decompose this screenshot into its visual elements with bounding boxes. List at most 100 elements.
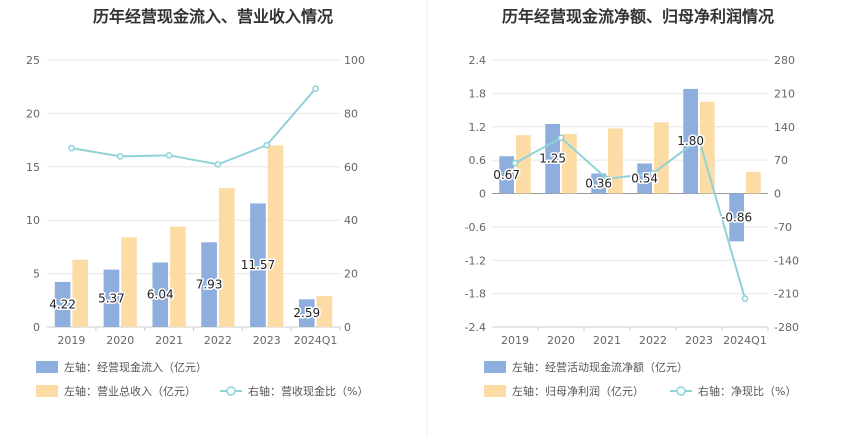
bar-series-2 <box>218 188 235 327</box>
bar-series-2 <box>700 101 715 194</box>
bar-data-label: 2.59 <box>293 306 320 320</box>
right-axis-tick-label: 60 <box>344 161 358 174</box>
legend-label: 左轴：归母净利润（亿元） <box>512 384 644 398</box>
right-axis-tick-label: -210 <box>774 288 799 301</box>
right-axis-tick-label: -70 <box>774 221 792 234</box>
bar-series-2 <box>72 259 89 327</box>
bar-data-label: 6.04 <box>147 288 174 302</box>
bar-series-2 <box>267 145 284 327</box>
right-axis-tick-label: 140 <box>774 121 795 134</box>
chart-title: 历年经营现金流入、营业收入情况 <box>93 7 333 26</box>
bar-series-1 <box>637 163 652 194</box>
right-axis-tick-label: 70 <box>774 154 788 167</box>
line-point <box>263 141 271 149</box>
chart-2: 历年经营现金流净额、归母净利润情况 -2.4 -1.8 -1.2 -0.6 0 0.6 1.2… <box>465 7 799 398</box>
left-axis-tick-label: -1.2 <box>465 254 486 267</box>
left-axis-tick-label: 2.4 <box>469 54 487 67</box>
chart-1: 历年经营现金流入、营业收入情况 0 5 10 15 20 25 0 20 40 60 80 100 201… <box>26 7 368 398</box>
legend-label: 右轴：净现比（%） <box>698 384 796 398</box>
bar-series-1 <box>499 156 514 194</box>
line-point <box>649 170 657 177</box>
left-axis-tick-label: 15 <box>26 161 40 174</box>
left-axis-tick-label: 0 <box>33 321 40 334</box>
bar-series-2 <box>516 135 531 194</box>
legend-swatch <box>484 385 506 397</box>
legend-item[interactable]: 左轴：经营活动现金流净额（亿元） <box>484 360 688 374</box>
x-axis-tick-label: 2022 <box>639 334 667 347</box>
line-point <box>116 153 124 160</box>
bar-series-1 <box>54 281 71 327</box>
bar-data-label: -0.86 <box>721 210 752 224</box>
legend-swatch <box>36 385 58 397</box>
left-axis-tick-label: 25 <box>26 54 40 67</box>
bar-series-2 <box>121 237 137 327</box>
right-axis-tick-label: 20 <box>344 268 358 281</box>
line-point <box>312 85 319 92</box>
bar-data-label: 7.93 <box>196 278 223 292</box>
line-point <box>695 135 703 143</box>
x-axis-tick-label: 2021 <box>155 334 183 347</box>
x-axis-tick-label: 2019 <box>501 334 529 347</box>
x-axis-tick-label: 2024Q1 <box>723 334 767 347</box>
bar-data-label: 11.57 <box>241 258 275 272</box>
left-axis-tick-label: 1.2 <box>469 121 487 134</box>
left-axis-tick-label: 20 <box>26 107 40 120</box>
bar-data-label: 1.25 <box>539 152 566 166</box>
right-axis-tick-label: 80 <box>344 107 358 120</box>
legend-item[interactable]: 右轴：营收现金比（%） <box>220 384 368 398</box>
x-axis-tick-label: 2022 <box>204 334 232 347</box>
bar-series-1 <box>729 193 744 242</box>
line-point <box>603 175 611 183</box>
line-point <box>511 159 519 167</box>
x-axis-tick-label: 2021 <box>593 334 621 347</box>
right-axis-tick-label: -140 <box>774 254 799 267</box>
line-point <box>68 144 75 152</box>
bar-data-label: 0.54 <box>631 171 658 185</box>
left-axis-tick-label: -0.6 <box>465 221 486 234</box>
right-axis-tick-label: 100 <box>344 54 365 67</box>
right-axis-tick-label: 40 <box>344 214 358 227</box>
legend-item[interactable]: 左轴：营业总收入（亿元） <box>36 384 196 398</box>
legend-marker <box>226 386 236 396</box>
legend-label: 右轴：营收现金比（%） <box>248 384 368 398</box>
x-axis-tick-label: 2024Q1 <box>294 334 338 347</box>
legend-label: 左轴：经营现金流入（亿元） <box>64 360 207 374</box>
legend-item[interactable]: 左轴：经营现金流入（亿元） <box>36 360 207 374</box>
left-axis-tick-label: 1.8 <box>469 87 487 100</box>
x-axis-tick-label: 2020 <box>106 334 134 347</box>
bar-series-1 <box>201 242 217 327</box>
right-axis-tick-label: 210 <box>774 87 795 100</box>
left-axis-tick-label: 0 <box>479 188 486 201</box>
legend-item[interactable]: 右轴：净现比（%） <box>670 384 796 398</box>
left-axis-tick-label: 0.6 <box>469 154 487 167</box>
left-axis-tick-label: -2.4 <box>465 321 486 334</box>
right-axis-tick-label: -280 <box>774 321 799 334</box>
bar-data-label: 5.37 <box>98 291 125 305</box>
bar-series-1 <box>250 203 266 327</box>
line-point <box>165 151 173 159</box>
bar-series-2 <box>746 171 761 194</box>
line-point <box>557 134 565 142</box>
bar-series-1 <box>298 299 315 327</box>
left-axis-tick-label: 10 <box>26 214 40 227</box>
left-axis-tick-label: 5 <box>33 268 40 281</box>
right-axis-tick-label: 0 <box>344 321 351 334</box>
legend-label: 左轴：经营活动现金流净额（亿元） <box>512 360 688 374</box>
bar-series-1 <box>152 262 169 327</box>
legend-swatch <box>484 361 506 373</box>
bar-data-label: 0.36 <box>585 176 612 190</box>
bar-series-2 <box>654 122 669 194</box>
right-axis-tick-label: 0 <box>774 188 781 201</box>
bar-data-label: 0.67 <box>493 168 520 182</box>
legend-item[interactable]: 左轴：归母净利润（亿元） <box>484 384 644 398</box>
line-point <box>214 161 222 168</box>
legend-marker <box>676 386 686 396</box>
x-axis-tick-label: 2020 <box>547 334 575 347</box>
bar-series-2 <box>170 226 186 327</box>
bar-series-1 <box>591 173 606 194</box>
legend-swatch <box>36 361 58 373</box>
x-axis-tick-label: 2023 <box>685 334 713 347</box>
x-axis-tick-label: 2023 <box>253 334 281 347</box>
bar-data-label: 1.80 <box>677 134 704 148</box>
